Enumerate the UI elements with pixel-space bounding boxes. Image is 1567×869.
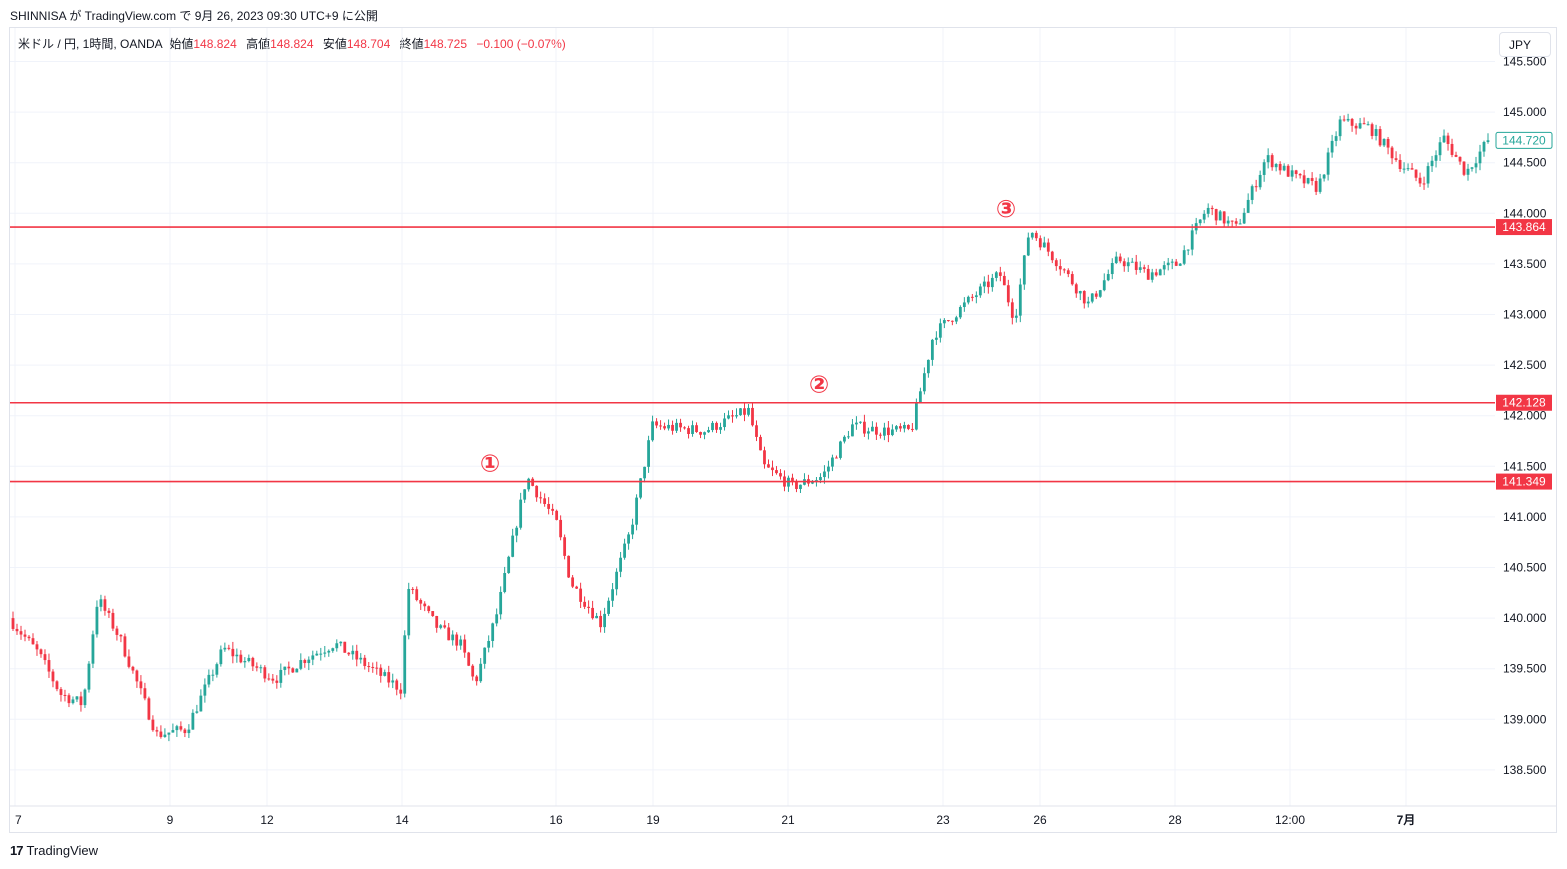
legend-high-label: 高値 [246, 37, 271, 51]
publish-caption: SHINNISA が TradingView.com で 9月 26, 2023… [10, 9, 378, 23]
legend-close-label: 終値 [399, 37, 424, 51]
legend-high-value: 148.824 [270, 37, 314, 51]
legend-symbol: 米ドル / 円, 1時間, OANDA [18, 37, 163, 51]
currency-button[interactable]: JPY [1499, 32, 1551, 57]
chart-frame[interactable] [9, 27, 1557, 833]
legend-open-value: 148.824 [193, 37, 237, 51]
legend-low-label: 安値 [322, 37, 347, 51]
legend-low-value: 148.704 [346, 37, 391, 51]
tradingview-logo-icon: 17 [10, 843, 24, 858]
footer-brand: 17 TradingView [10, 843, 98, 858]
legend-close-value: 148.725 [423, 37, 468, 51]
legend-open-label: 始値 [169, 37, 194, 51]
ohlc-legend: 米ドル / 円, 1時間, OANDA 始値148.824 高値148.824 … [18, 35, 572, 52]
legend-change: −0.100 (−0.07%) [476, 37, 566, 51]
footer-brand-text: TradingView [26, 843, 99, 858]
